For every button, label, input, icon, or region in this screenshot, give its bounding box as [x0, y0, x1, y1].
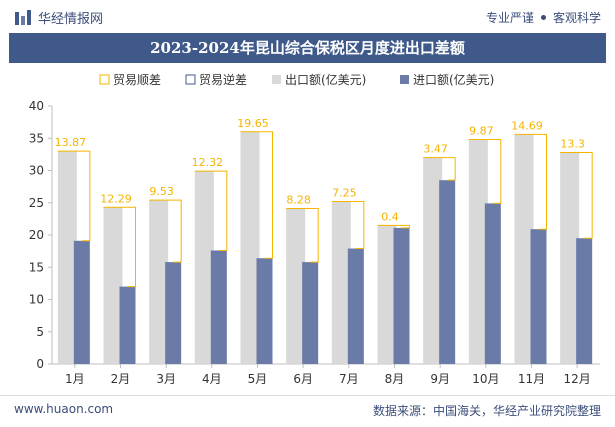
surplus-data-label: 7.25 — [332, 186, 357, 199]
surplus-bracket — [286, 208, 319, 263]
export-bar — [468, 139, 488, 364]
x-tick-label: 2月 — [111, 372, 131, 386]
import-bar — [484, 203, 501, 364]
y-tick-label: 25 — [29, 196, 44, 210]
surplus-data-label: 9.53 — [149, 185, 174, 198]
surplus-data-label: 12.32 — [192, 156, 224, 169]
surplus-bracket — [240, 131, 273, 259]
legend-entry: 贸易顺差 — [113, 73, 161, 87]
brand-name: 华经情报网 — [38, 12, 104, 27]
surplus-data-label: 0.4 — [381, 210, 399, 223]
y-tick-label: 35 — [29, 131, 44, 145]
x-tick-label: 6月 — [293, 372, 313, 386]
surplus-data-label: 13.87 — [55, 136, 87, 149]
export-bar — [194, 171, 214, 364]
brand-logo-icon — [15, 9, 31, 25]
import-bar — [576, 238, 593, 364]
export-bar — [377, 225, 397, 364]
import-bar — [119, 286, 136, 364]
y-tick-label: 10 — [29, 293, 44, 307]
surplus-bracket — [560, 151, 593, 239]
x-tick-label: 9月 — [430, 372, 450, 386]
legend-entry: 出口额(亿美元) — [285, 72, 366, 87]
y-tick-label: 0 — [36, 357, 44, 371]
legend-marker — [185, 74, 196, 85]
import-bar — [393, 227, 410, 364]
export-bar — [149, 200, 169, 364]
y-tick-label: 5 — [36, 325, 44, 339]
import-bar — [256, 258, 273, 364]
brand: 华经情报网 — [14, 8, 103, 27]
surplus-data-label: 14.69 — [511, 119, 543, 132]
export-bar — [286, 208, 306, 364]
footer-source: 数据来源：中国海关，华经产业研究院整理 — [372, 404, 601, 418]
export-bar — [423, 157, 443, 364]
import-bar — [347, 248, 364, 364]
footer-url[interactable]: www.huaon.com — [14, 402, 114, 416]
surplus-data-label: 12.29 — [100, 192, 132, 205]
x-tick-label: 4月 — [202, 372, 222, 386]
chart-title: 2023-2024年昆山综合保税区月度进出口差额 — [9, 33, 606, 63]
import-bar — [165, 262, 182, 364]
legend-marker — [99, 74, 110, 85]
import-bar — [210, 250, 227, 364]
surplus-bracket — [377, 224, 410, 229]
legend-marker — [272, 75, 281, 84]
footer: www.huaon.com 数据来源：中国海关，华经产业研究院整理 — [0, 395, 615, 427]
x-tick-label: 5月 — [248, 372, 268, 386]
export-bar — [560, 152, 580, 364]
x-tick-label: 3月 — [156, 372, 176, 386]
y-tick-label: 15 — [29, 260, 44, 274]
export-bar — [240, 131, 260, 364]
surplus-bracket — [103, 206, 136, 288]
tagline-left: 专业严谨 — [485, 11, 534, 25]
surplus-data-label: 13.3 — [560, 137, 585, 150]
x-tick-label: 7月 — [339, 372, 359, 386]
surplus-bracket — [57, 150, 91, 242]
x-tick-label: 10月 — [472, 372, 499, 386]
surplus-data-label: 9.87 — [469, 125, 494, 138]
x-tick-label: 11月 — [518, 372, 545, 386]
x-tick-label: 8月 — [385, 372, 405, 386]
surplus-bracket — [194, 170, 228, 251]
x-tick-label: 12月 — [564, 372, 591, 386]
tagline: 专业严谨 客观科学 — [486, 9, 601, 26]
surplus-bracket — [468, 139, 502, 204]
y-tick-label: 20 — [29, 228, 44, 242]
surplus-data-label: 19.65 — [237, 117, 269, 130]
tagline-dot-icon — [540, 15, 546, 20]
surplus-bracket — [331, 200, 365, 250]
legend-entry: 进口额(亿美元) — [413, 72, 494, 87]
surplus-data-label: 3.47 — [423, 143, 448, 156]
import-bar — [439, 180, 456, 364]
surplus-bracket — [514, 133, 547, 230]
surplus-bracket — [423, 157, 456, 181]
top-bar: 华经情报网 专业严谨 客观科学 — [0, 0, 615, 33]
y-tick-label: 30 — [29, 164, 44, 178]
tagline-right: 客观科学 — [552, 11, 601, 25]
import-bar — [73, 240, 90, 364]
export-bar — [514, 134, 534, 364]
legend-entry: 贸易逆差 — [199, 72, 247, 87]
export-bar — [331, 201, 351, 364]
import-bar — [302, 262, 319, 364]
y-tick-label: 40 — [29, 99, 44, 113]
legend-marker — [400, 75, 409, 84]
x-tick-label: 1月 — [65, 372, 85, 386]
surplus-bracket — [149, 199, 182, 263]
export-bar — [103, 207, 123, 364]
surplus-data-label: 8.28 — [286, 194, 311, 207]
import-bar — [530, 229, 547, 364]
export-bar — [57, 151, 77, 364]
